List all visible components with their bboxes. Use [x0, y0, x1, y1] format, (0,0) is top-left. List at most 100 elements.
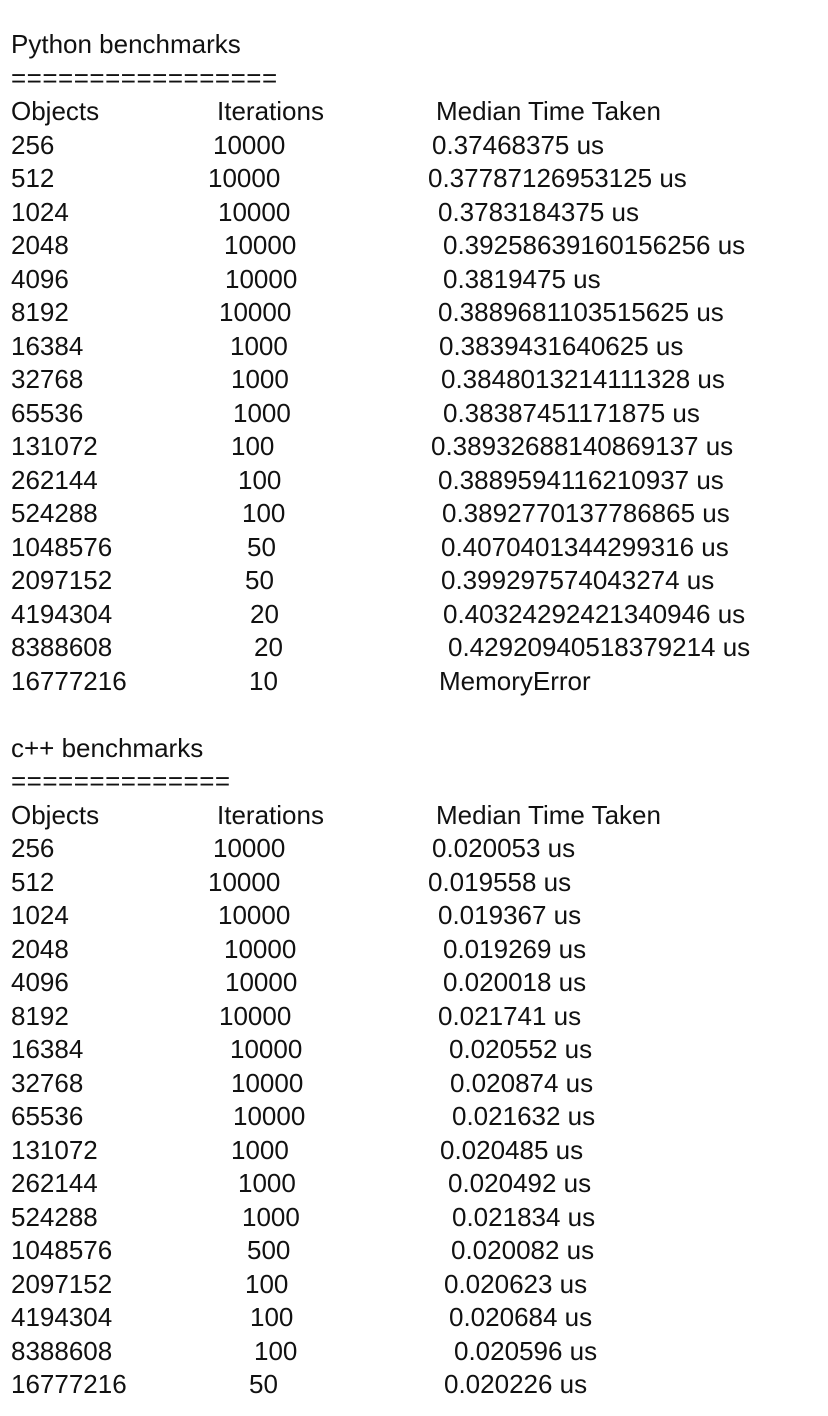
table-row: 2097152 50 0.399297574043274 us [11, 564, 821, 598]
table-row: 512 10000 0.019558 us [11, 866, 821, 900]
table-row: 8192 10000 0.3889681103515625 us [11, 296, 821, 330]
objects-cell: 8192 [11, 297, 69, 327]
header-median-time: Median Time Taken [436, 799, 661, 830]
iterations-cell: 100 [254, 1335, 298, 1366]
table-row: 4194304 20 0.40324292421340946 us [11, 598, 821, 632]
table-row: 4096 10000 0.3819475 us [11, 263, 821, 297]
cpp-benchmarks-section: c++ benchmarks ============== Objects It… [11, 732, 821, 1402]
section-rule: ============== [11, 766, 231, 796]
iterations-cell: 100 [242, 498, 286, 528]
median-time-cell: 0.399297574043274 us [441, 565, 715, 595]
objects-cell: 8388608 [11, 1335, 113, 1366]
objects-cell: 1048576 [11, 531, 113, 562]
objects-cell: 256 [11, 129, 55, 160]
table-row: 16777216 10 MemoryError [11, 665, 821, 699]
iterations-cell: 10000 [225, 967, 298, 997]
median-time-cell: 0.3889681103515625 us [438, 297, 724, 327]
table-row: 65536 1000 0.38387451171875 us [11, 397, 821, 431]
table-row: 1024 10000 0.3783184375 us [11, 196, 821, 230]
iterations-cell: 10000 [224, 933, 297, 964]
objects-cell: 1024 [11, 900, 69, 930]
table-row: 16384 1000 0.3839431640625 us [11, 330, 821, 364]
objects-cell: 2097152 [11, 565, 113, 595]
section-title: Python benchmarks [11, 29, 241, 59]
table-row: 524288 1000 0.021834 us [11, 1201, 821, 1235]
objects-cell: 8192 [11, 1000, 69, 1031]
objects-cell: 16777216 [11, 1369, 127, 1399]
table-row: 1048576 50 0.4070401344299316 us [11, 531, 821, 565]
table-row: 65536 10000 0.021632 us [11, 1100, 821, 1134]
table-row: 256 10000 0.020053 us [11, 832, 821, 866]
objects-cell: 4194304 [11, 1302, 113, 1332]
iterations-cell: 1000 [230, 330, 288, 361]
objects-cell: 4194304 [11, 598, 113, 629]
iterations-cell: 500 [247, 1235, 291, 1265]
table-row: 4194304 100 0.020684 us [11, 1301, 821, 1335]
iterations-cell: 100 [250, 1302, 294, 1332]
table-row: 524288 100 0.3892770137786865 us [11, 497, 821, 531]
objects-cell: 1024 [11, 196, 69, 227]
iterations-cell: 50 [245, 565, 274, 595]
median-time-cell: 0.019269 us [443, 933, 587, 964]
iterations-cell: 10000 [230, 1034, 303, 1064]
objects-cell: 1048576 [11, 1235, 113, 1265]
table-row: 8388608 20 0.42920940518379214 us [11, 631, 821, 665]
table-row: 131072 100 0.38932688140869137 us [11, 430, 821, 464]
median-time-cell: 0.019367 us [438, 900, 582, 930]
median-time-cell: 0.4070401344299316 us [441, 531, 729, 562]
median-time-cell: 0.3848013214111328 us [441, 364, 725, 394]
median-time-cell: 0.020596 us [454, 1335, 598, 1366]
median-time-cell: 0.39258639160156256 us [443, 230, 746, 260]
median-time-cell: 0.38387451171875 us [443, 397, 700, 428]
median-time-cell: 0.019558 us [428, 866, 572, 897]
table-row: 2048 10000 0.019269 us [11, 933, 821, 967]
objects-cell: 512 [11, 866, 55, 897]
objects-cell: 2048 [11, 230, 69, 260]
iterations-cell: 20 [250, 598, 279, 629]
section-rule: ================= [11, 62, 278, 93]
table-row: 2097152 100 0.020623 us [11, 1268, 821, 1302]
median-time-cell: 0.38932688140869137 us [431, 431, 734, 461]
iterations-cell: 10000 [218, 196, 291, 227]
table-row: 32768 1000 0.3848013214111328 us [11, 363, 821, 397]
iterations-cell: 10000 [231, 1067, 304, 1098]
median-time-cell: 0.020623 us [444, 1268, 588, 1299]
objects-cell: 4096 [11, 263, 69, 294]
objects-cell: 131072 [11, 431, 98, 461]
objects-cell: 262144 [11, 1168, 98, 1198]
python-rows: 256 10000 0.37468375 us 512 10000 0.377871269… [11, 129, 821, 699]
median-time-cell: 0.3783184375 us [438, 196, 639, 227]
iterations-cell: 10000 [213, 129, 286, 160]
cpp-rows: 256 10000 0.020053 us 512 10000 0.019558 us 10… [11, 832, 821, 1402]
objects-cell: 8388608 [11, 632, 113, 662]
table-row: 16777216 50 0.020226 us [11, 1368, 821, 1402]
median-time-cell: 0.3819475 us [443, 263, 601, 294]
table-row: 512 10000 0.37787126953125 us [11, 162, 821, 196]
table-row: 4096 10000 0.020018 us [11, 966, 821, 1000]
iterations-cell: 100 [245, 1268, 289, 1299]
section-title: c++ benchmarks [11, 732, 204, 763]
iterations-cell: 1000 [242, 1201, 300, 1232]
iterations-cell: 1000 [231, 364, 289, 394]
objects-cell: 262144 [11, 464, 98, 495]
median-time-cell: 0.37787126953125 us [428, 163, 687, 193]
table-row: 32768 10000 0.020874 us [11, 1067, 821, 1101]
median-time-cell: 0.020053 us [432, 833, 576, 863]
header-median-time: Median Time Taken [436, 96, 661, 126]
median-time-cell: 0.021834 us [452, 1201, 596, 1232]
median-time-cell: 0.42920940518379214 us [448, 632, 751, 662]
objects-cell: 16384 [11, 330, 84, 361]
objects-cell: 524288 [11, 498, 98, 528]
median-time-cell: 0.021632 us [452, 1101, 596, 1131]
objects-cell: 131072 [11, 1134, 98, 1165]
objects-cell: 65536 [11, 397, 84, 428]
header-row: Objects Iterations Median Time Taken [11, 799, 821, 833]
objects-cell: 32768 [11, 364, 84, 394]
iterations-cell: 20 [254, 632, 283, 662]
iterations-cell: 100 [238, 464, 282, 495]
objects-cell: 4096 [11, 967, 69, 997]
median-time-cell: 0.40324292421340946 us [443, 598, 746, 629]
header-objects: Objects [11, 799, 100, 830]
iterations-cell: 50 [247, 531, 276, 562]
table-row: 8192 10000 0.021741 us [11, 1000, 821, 1034]
